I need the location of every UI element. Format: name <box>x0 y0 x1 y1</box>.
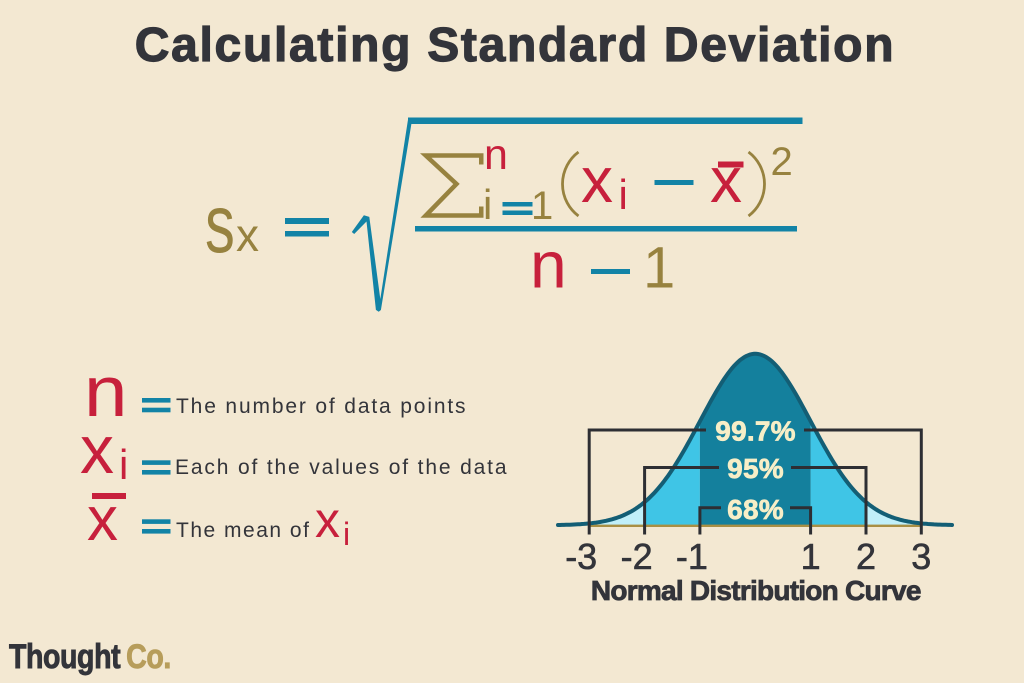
svg-text:x: x <box>236 209 259 261</box>
svg-text:3: 3 <box>911 536 931 577</box>
svg-text:68%: 68% <box>727 494 784 525</box>
svg-text:1: 1 <box>801 536 821 577</box>
svg-text:Co.: Co. <box>126 638 171 676</box>
svg-text:i: i <box>619 171 628 218</box>
svg-text:The number of data points: The number of data points <box>176 395 467 418</box>
svg-text:Thought: Thought <box>9 638 121 676</box>
svg-text:Normal Distribution Curve: Normal Distribution Curve <box>591 575 921 606</box>
svg-text:-2: -2 <box>621 536 653 577</box>
svg-text:2: 2 <box>856 536 876 577</box>
svg-text:1: 1 <box>531 184 553 228</box>
svg-text:Calculating Standard Deviation: Calculating Standard Deviation <box>135 19 895 72</box>
svg-text:n: n <box>484 131 508 179</box>
svg-text:-1: -1 <box>676 536 708 577</box>
svg-text:x: x <box>80 412 114 488</box>
svg-text:x: x <box>581 144 613 216</box>
svg-text:95%: 95% <box>727 453 784 484</box>
svg-text:s: s <box>205 179 235 271</box>
svg-text:99.7%: 99.7% <box>715 416 795 447</box>
svg-text:1: 1 <box>643 236 675 301</box>
svg-text:n: n <box>84 351 127 431</box>
svg-text:i: i <box>343 516 350 552</box>
svg-text:i: i <box>119 441 128 488</box>
svg-text:The mean of: The mean of <box>176 519 310 542</box>
svg-text:x: x <box>710 144 742 216</box>
svg-text:-3: -3 <box>565 536 597 577</box>
svg-text:x: x <box>315 492 340 548</box>
svg-text:2: 2 <box>771 140 793 184</box>
svg-text:n: n <box>530 228 567 302</box>
svg-text:i: i <box>483 181 492 228</box>
svg-text:Each of the values of the data: Each of the values of the data <box>175 456 508 479</box>
